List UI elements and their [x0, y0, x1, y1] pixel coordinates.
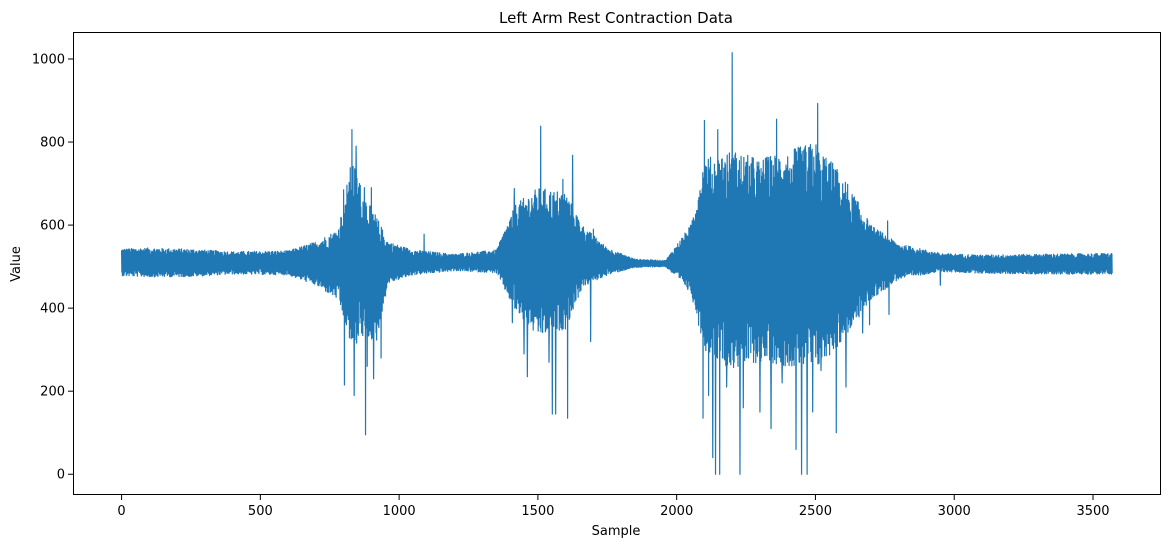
x-axis-label: Sample: [592, 524, 641, 539]
x-tick-label: 0: [117, 504, 125, 519]
y-tick-label: 400: [40, 302, 65, 317]
y-axis-ticks: 0 200 400 600 800 1000: [32, 52, 73, 483]
chart-title: Left Arm Rest Contraction Data: [499, 9, 733, 27]
x-tick-label: 3500: [1076, 504, 1109, 519]
x-tick-label: 500: [248, 504, 273, 519]
x-axis-ticks: 0 500 1000 1500 2000 2500 3000 3500: [117, 495, 1110, 519]
y-tick-label: 600: [40, 219, 65, 234]
x-tick-label: 1500: [521, 504, 554, 519]
series-line: [120, 52, 1113, 475]
y-tick-label: 0: [57, 468, 65, 483]
x-tick-label: 3000: [938, 504, 971, 519]
y-tick-label: 1000: [32, 52, 65, 67]
x-tick-label: 2000: [660, 504, 693, 519]
plot-area: [73, 32, 1161, 495]
plot-frame: [73, 32, 1161, 495]
y-axis-label: Value: [9, 246, 24, 282]
x-tick-label: 1000: [383, 504, 416, 519]
y-tick-label: 200: [40, 385, 65, 400]
x-tick-label: 2500: [799, 504, 832, 519]
y-tick-label: 800: [40, 136, 65, 151]
